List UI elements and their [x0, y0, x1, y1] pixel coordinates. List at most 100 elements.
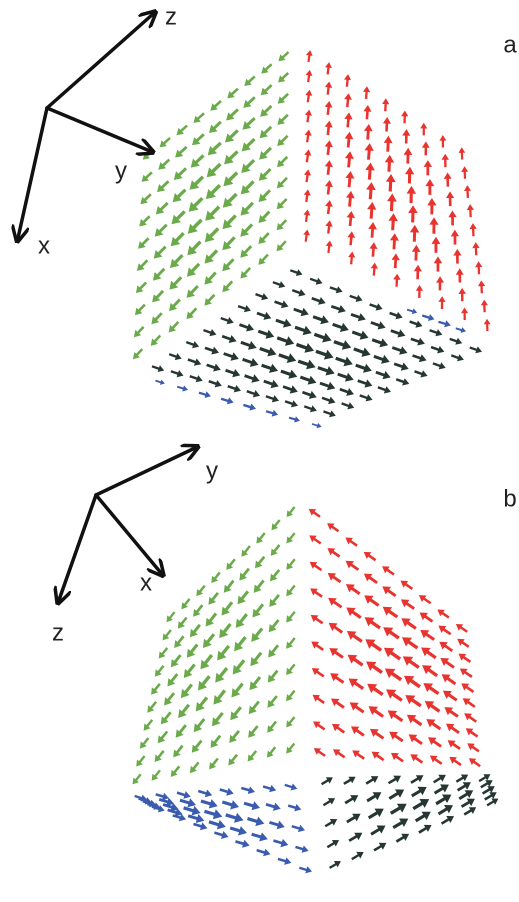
spin-arrow [469, 758, 481, 767]
spin-arrow [349, 295, 362, 302]
spin-arrow [295, 846, 309, 853]
spin-arrow [151, 312, 162, 324]
spin-arrow [152, 290, 164, 303]
spin-arrow [481, 300, 488, 313]
spin-arrow [191, 154, 205, 167]
spin-arrow [201, 799, 218, 808]
spin-arrow [243, 404, 256, 411]
spin-arrow [239, 323, 254, 331]
spin-arrow [329, 861, 341, 869]
spin-arrow [409, 320, 422, 327]
spin-arrow [420, 630, 435, 641]
spin-arrow [401, 599, 415, 610]
spin-arrow [407, 715, 423, 727]
spin-arrow [204, 272, 216, 285]
spin-arrow [335, 357, 353, 367]
spin-arrow [448, 740, 461, 750]
spin-arrow [258, 232, 269, 244]
spin-arrow [177, 385, 188, 391]
spin-arrow [412, 354, 427, 362]
spin-arrow [273, 839, 288, 847]
spin-arrow [314, 748, 326, 757]
spin-arrow [205, 227, 220, 242]
spin-arrow [337, 373, 354, 382]
spin-arrow [240, 341, 256, 350]
spin-arrow [364, 595, 379, 606]
axis-label: x [38, 232, 50, 259]
spin-arrow [206, 613, 218, 627]
spin-arrow [386, 689, 403, 701]
spin-arrow [475, 261, 482, 274]
spin-arrow [270, 569, 280, 581]
spin-arrow [304, 149, 311, 162]
spin-arrow [226, 559, 236, 570]
spin-arrow [306, 70, 313, 82]
spin-arrow [365, 617, 381, 629]
spin-arrow [178, 617, 188, 629]
spin-arrow [133, 348, 143, 359]
spin-arrow [478, 280, 485, 293]
spin-arrow [435, 795, 451, 806]
spin-arrow [389, 732, 403, 743]
spin-arrow [366, 792, 381, 802]
spin-arrow [260, 126, 273, 138]
spin-arrow [322, 397, 336, 405]
spin-arrow [346, 608, 361, 620]
spin-arrow [456, 775, 469, 783]
spin-arrow [259, 189, 271, 202]
spin-arrow [363, 105, 371, 119]
spin-arrow [369, 706, 385, 718]
spin-arrow [341, 402, 354, 409]
spin-arrow [295, 326, 312, 335]
spin-arrow [291, 825, 305, 832]
spin-arrow [257, 312, 272, 320]
spin-arrow [384, 136, 393, 152]
spin-arrow [325, 101, 333, 115]
spin-arrow [152, 365, 165, 372]
spin-arrow [345, 151, 354, 167]
spin-arrow [222, 335, 237, 343]
spin-arrow [157, 180, 170, 192]
spin-arrow [172, 210, 186, 224]
spin-arrow [469, 346, 482, 353]
spin-arrow [366, 776, 379, 785]
spin-arrow [261, 84, 273, 95]
spin-arrow [464, 185, 471, 198]
spin-arrow [155, 750, 165, 762]
spin-arrow [317, 366, 334, 375]
spin-arrow [389, 312, 402, 319]
spin-arrow [434, 784, 449, 794]
spin-arrow [420, 123, 427, 136]
spin-arrow [442, 154, 450, 167]
spin-arrow [174, 167, 187, 180]
spin-arrow [173, 745, 183, 758]
spin-arrow [393, 274, 400, 287]
spin-arrow [277, 135, 288, 146]
spin-arrow [464, 807, 477, 815]
spin-arrow [261, 63, 272, 73]
spin-arrow [286, 637, 296, 649]
spin-arrow [314, 333, 332, 343]
spin-arrow [315, 350, 333, 360]
spin-arrow [365, 143, 374, 160]
spin-arrow [151, 335, 162, 346]
spin-arrow [159, 647, 169, 658]
spin-arrow [241, 180, 255, 194]
spin-arrow [382, 566, 395, 575]
spin-arrow [136, 755, 145, 766]
spin-arrow [310, 278, 323, 285]
spin-arrow [286, 585, 296, 597]
spin-arrow [242, 138, 256, 152]
spin-arrow [240, 245, 252, 258]
spin-arrow [433, 362, 446, 369]
spin-arrow [443, 691, 458, 702]
spin-arrow [258, 330, 274, 339]
axis-arrow [96, 495, 161, 573]
spin-arrow [152, 770, 161, 781]
spin-arrow [190, 176, 205, 190]
spin-arrow [177, 125, 188, 136]
spin-arrow [244, 76, 255, 87]
spin-arrow [472, 242, 479, 255]
spin-arrow [222, 258, 234, 271]
spin-arrow [302, 391, 317, 399]
